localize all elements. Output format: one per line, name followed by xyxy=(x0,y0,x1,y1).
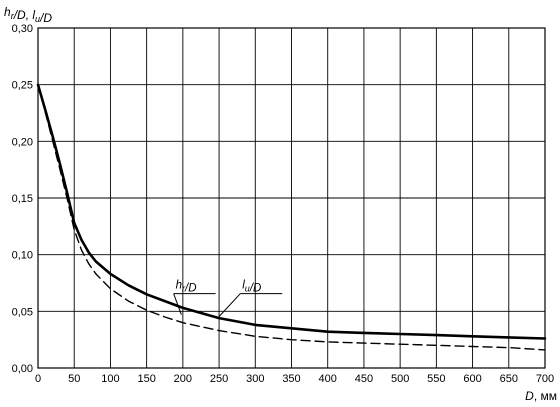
grid xyxy=(37,27,546,369)
x-tick-label: 250 xyxy=(210,373,228,385)
y-axis-title: hr/D, lu/D xyxy=(4,5,52,25)
series-group xyxy=(36,83,547,351)
x-tick-label: 350 xyxy=(282,373,300,385)
x-tick-label: 300 xyxy=(246,373,264,385)
annotations: hr/D lu/D xyxy=(173,280,283,319)
x-tick-label: 400 xyxy=(319,373,337,385)
y-tick-label: 0,05 xyxy=(12,306,33,318)
y-tick-label: 0,25 xyxy=(12,80,33,92)
annotation-label-1: lu/D xyxy=(242,280,261,295)
axis-titles: hr/D, lu/D D, мм xyxy=(4,5,557,403)
y-tick-label: 0,20 xyxy=(12,136,33,148)
annotation-leader-1 xyxy=(217,293,241,319)
x-tick-label: 150 xyxy=(137,373,155,385)
annotation-label-0: hr/D xyxy=(176,280,197,295)
series-line-hr xyxy=(36,83,547,340)
x-tick-label: 50 xyxy=(68,373,80,385)
x-tick-label: 650 xyxy=(500,373,518,385)
y-tick-label: 0,10 xyxy=(12,250,33,262)
x-tick-label: 600 xyxy=(463,373,481,385)
tick-labels: 0 50 100 150 200 250 300 350 400 450 500 550 600 650 7… xyxy=(12,23,555,385)
series-line-lu xyxy=(37,84,546,351)
x-tick-label: 450 xyxy=(355,373,373,385)
plot-frame xyxy=(37,27,546,369)
x-tick-label: 100 xyxy=(101,373,119,385)
x-axis-title: D, мм xyxy=(525,389,557,403)
y-tick-label: 0,00 xyxy=(12,363,33,375)
x-tick-label: 0 xyxy=(35,373,41,385)
x-tick-label: 500 xyxy=(391,373,409,385)
x-tick-label: 700 xyxy=(536,373,554,385)
y-tick-label: 0,15 xyxy=(12,193,33,205)
x-tick-label: 200 xyxy=(174,373,192,385)
x-tick-label: 550 xyxy=(427,373,445,385)
y-tick-label: 0,30 xyxy=(12,23,33,35)
annotation-leader-0 xyxy=(173,293,182,315)
